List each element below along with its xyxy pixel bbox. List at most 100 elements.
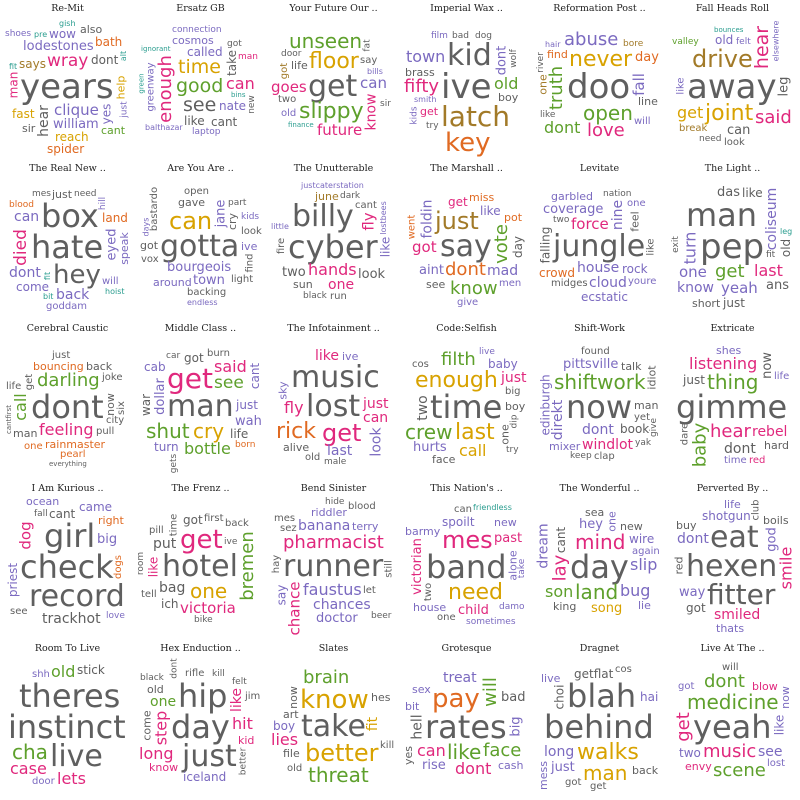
cloud-word: two	[679, 746, 701, 760]
word-cloud: cyber billy hands fly one look two like sun june c…	[267, 160, 400, 320]
cloud-word: film	[431, 31, 448, 41]
cloud-word: day	[635, 50, 659, 65]
cloud-word: first	[204, 513, 224, 524]
cloud-word: land	[575, 580, 619, 604]
cloud-word: one	[328, 277, 355, 293]
cloud-word: envy	[685, 760, 712, 773]
word-cloud: hotel get one bremen victoria bag put like got ic…	[134, 480, 267, 640]
cloud-word: river	[535, 51, 546, 73]
cloud-word: hoist	[105, 287, 125, 296]
cloud-word: lostbees	[378, 200, 388, 235]
cloud-word: kid	[447, 38, 492, 73]
word-cloud: lost music get rick fly just can look last like al…	[267, 320, 400, 480]
cloud-word: away	[687, 67, 777, 107]
panel-title: Extricate	[710, 323, 755, 334]
cloud-word: life	[724, 498, 741, 511]
cloud-word: cloud	[589, 275, 627, 291]
cloud-word: little	[271, 222, 289, 231]
word-cloud-panel: Perverted By .. hexen eat fitter smile dont sm…	[666, 480, 799, 640]
word-cloud-panel: Cerebral Caustic dont darling feeling call ra…	[1, 320, 134, 480]
word-cloud: gimme thing hear baby listening rebel dont now j…	[666, 320, 799, 480]
cloud-word: break	[679, 123, 708, 134]
word-cloud: good time see enough can called nate take like ca…	[134, 0, 267, 160]
cloud-word: band	[426, 548, 507, 586]
cloud-word: runner	[283, 549, 384, 584]
cloud-word: kid	[238, 734, 255, 747]
cloud-word: cant	[248, 362, 263, 390]
cloud-word: sex	[412, 683, 431, 696]
cloud-word: days	[141, 217, 151, 237]
cloud-word: idiot	[645, 364, 659, 390]
cloud-word: spoilt	[442, 515, 475, 529]
cloud-word: fifty	[404, 76, 440, 97]
cloud-word: said	[214, 357, 247, 376]
cloud-word: say	[360, 55, 378, 66]
cloud-word: one	[437, 612, 456, 623]
cloud-word: filth	[441, 349, 476, 370]
cloud-word: june	[315, 190, 339, 203]
cloud-word: doo	[567, 67, 631, 107]
cloud-word: medicine	[687, 690, 779, 714]
cloud-word: enough	[415, 368, 498, 393]
word-cloud-panel: Slates take know better threat brain lies fit bo…	[267, 640, 400, 800]
cloud-word: put	[153, 536, 177, 552]
cloud-word: day	[171, 708, 230, 746]
cloud-word: rebel	[752, 424, 788, 440]
cloud-word: bag	[159, 580, 186, 596]
cloud-word: yeah	[721, 279, 758, 297]
cloud-word: feeling	[39, 420, 94, 439]
cloud-word: hear	[710, 421, 751, 442]
cloud-word: buy	[676, 519, 697, 532]
word-cloud-panel: Bend Sinister runner pharmacist faustus chan…	[267, 480, 400, 640]
word-cloud-panel: Are You Are .. gotta can bourgeois jane town a…	[134, 160, 267, 320]
word-cloud-panel: The Wonderful .. day mind land lay slip bug son…	[533, 480, 666, 640]
cloud-word: hard	[764, 439, 790, 452]
cloud-word: try	[426, 121, 439, 131]
cloud-word: bills	[367, 67, 383, 76]
cloud-word: kids	[241, 212, 260, 222]
cloud-word: burn	[207, 348, 230, 359]
cloud-word: fat	[362, 38, 373, 52]
cloud-word: give	[457, 297, 479, 308]
cloud-word: never	[569, 47, 633, 72]
cloud-word: miss	[469, 191, 495, 204]
cloud-word: boy	[273, 719, 296, 733]
cloud-word: fall	[629, 72, 648, 96]
cloud-word: got	[412, 238, 437, 256]
cloud-word: hide	[325, 497, 345, 507]
cloud-word: lies	[271, 730, 299, 749]
cloud-word: thats	[716, 622, 745, 635]
cloud-word: one	[536, 73, 550, 95]
cloud-word: treat	[443, 670, 477, 686]
cloud-word: says	[19, 57, 46, 71]
cloud-word: bastardo	[149, 186, 161, 232]
cloud-word: abuse	[564, 29, 619, 50]
cloud-word: dont	[724, 441, 756, 457]
cloud-word: will	[102, 276, 119, 287]
cloud-word: case	[10, 759, 47, 778]
word-cloud-panel: Ersatz GB good time see enough can called nate t…	[134, 0, 267, 160]
cloud-word: priest	[6, 562, 21, 598]
cloud-word: door	[32, 776, 55, 787]
cloud-word: midges	[551, 278, 588, 289]
cloud-word: ocean	[26, 495, 60, 508]
panel-title: I Am Kurious ..	[31, 483, 104, 494]
cloud-word: garbled	[551, 190, 594, 203]
cloud-word: dont	[677, 531, 709, 547]
cloud-word: just	[501, 370, 527, 386]
cloud-word: bit	[405, 700, 420, 713]
cloud-word: kids	[409, 105, 420, 125]
cloud-word: live	[541, 672, 561, 685]
cloud-word: slippy	[299, 99, 364, 124]
cloud-word: get	[180, 525, 223, 555]
cloud-word: dont	[494, 45, 510, 76]
cloud-word: cant	[211, 115, 238, 129]
cloud-word: smiled	[714, 607, 761, 623]
cloud-word: leg	[776, 76, 792, 97]
cloud-word: see	[426, 278, 446, 291]
cloud-word: william	[53, 117, 99, 132]
cloud-word: fit	[9, 62, 18, 71]
cloud-word: land	[102, 211, 128, 225]
word-cloud: hate box hey died dont back can eyed land come jus…	[1, 160, 134, 320]
word-cloud: day hip just step long hit one like iceland kid kn…	[134, 640, 267, 800]
